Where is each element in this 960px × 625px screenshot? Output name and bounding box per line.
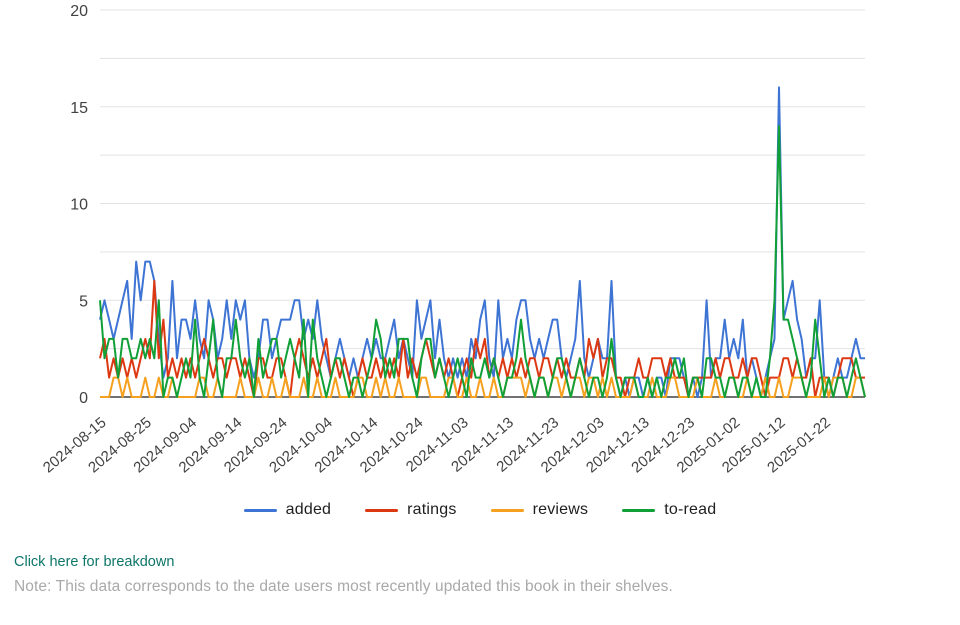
legend-item-to-read: to-read (622, 501, 716, 519)
legend-swatch-added (243, 508, 277, 512)
legend-swatch-ratings (365, 508, 399, 512)
series-line-ratings (99, 279, 865, 398)
y-axis-labels: 0 5 10 15 20 (70, 3, 88, 407)
series-line-to-read (99, 125, 866, 398)
legend-swatch-to-read (622, 508, 656, 512)
legend-label-added: added (285, 501, 332, 518)
shelvings-line-chart: 0 5 10 15 20 2024-08-152024-08-252024-09-042… (40, 3, 866, 476)
note-text: Note: This data corresponds to the date … (14, 578, 673, 595)
series-line-added (99, 86, 865, 398)
legend-label-to-read: to-read (664, 501, 717, 518)
svg-text:15: 15 (70, 100, 88, 117)
svg-text:5: 5 (79, 293, 88, 310)
series-lines (99, 86, 866, 398)
svg-text:0: 0 (79, 390, 88, 407)
legend-swatch-reviews (490, 508, 524, 512)
legend-label-ratings: ratings (407, 501, 457, 518)
legend-item-added: added (243, 501, 332, 519)
legend-label-reviews: reviews (532, 501, 589, 518)
x-axis-labels: 2024-08-152024-08-252024-09-042024-09-14… (40, 414, 834, 476)
chart-legend: added ratings reviews to-read (0, 501, 960, 519)
legend-item-ratings: ratings (365, 501, 456, 519)
breakdown-link[interactable]: Click here for breakdown (14, 554, 175, 570)
legend-item-reviews: reviews (490, 501, 589, 519)
svg-text:20: 20 (70, 3, 88, 20)
svg-text:10: 10 (70, 197, 88, 214)
